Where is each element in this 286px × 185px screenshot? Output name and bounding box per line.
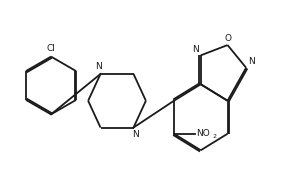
Text: N: N [96,62,102,71]
Text: N: N [192,45,199,54]
Text: 2: 2 [212,134,216,139]
Text: N: N [132,130,138,139]
Text: N: N [248,57,255,66]
Text: Cl: Cl [47,44,55,53]
Text: NO: NO [196,129,210,138]
Text: O: O [224,34,231,43]
